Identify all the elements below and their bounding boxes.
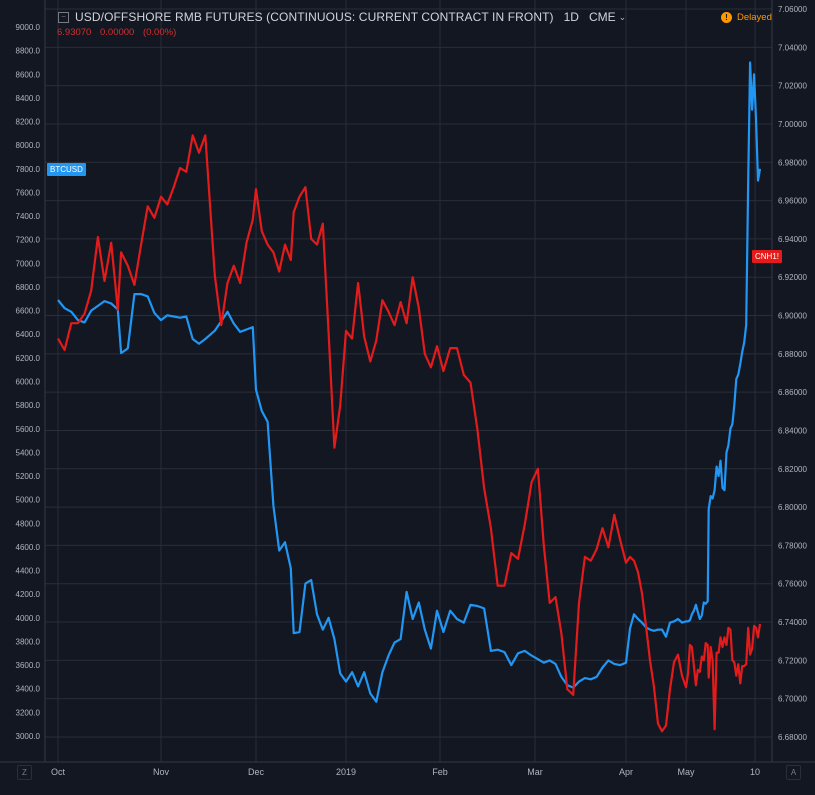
legend-change-pct: (0.00%): [142, 27, 177, 38]
series-layer: [57, 61, 762, 733]
right-tick-label: 6.88000: [778, 350, 807, 359]
chart-exchange[interactable]: CME: [588, 10, 616, 24]
left-tick-label: 5200.0: [16, 472, 41, 481]
right-tick-label: 6.96000: [778, 197, 807, 206]
minus-square-icon[interactable]: −: [58, 11, 69, 23]
left-tick-label: 5800.0: [16, 401, 41, 410]
left-tick-label: 7200.0: [16, 236, 41, 245]
legend-values: 6.93070 0.00000 (0.00%): [57, 27, 182, 38]
left-tick-label: 6200.0: [16, 354, 41, 363]
zoom-toggle-button[interactable]: Z: [17, 765, 32, 780]
time-axis[interactable]: Oct Nov Dec 2019 Feb Mar Apr May 10: [51, 767, 760, 777]
x-tick-label: 10: [750, 767, 760, 777]
right-tick-label: 7.00000: [778, 120, 807, 129]
left-tick-label: 7600.0: [16, 188, 41, 197]
clock-icon: !: [721, 12, 732, 23]
right-tick-label: 6.86000: [778, 388, 807, 397]
right-tick-label: 6.76000: [778, 580, 807, 589]
auto-scale-button[interactable]: A: [786, 765, 801, 780]
grid-lines: [45, 0, 772, 762]
x-tick-label: 2019: [336, 767, 356, 777]
left-tick-label: 5000.0: [16, 496, 41, 505]
x-tick-label: Oct: [51, 767, 66, 777]
x-tick-label: Apr: [619, 767, 633, 777]
legend-change: 0.00000: [99, 27, 135, 38]
left-tick-label: 3600.0: [16, 661, 41, 670]
right-tick-label: 7.02000: [778, 82, 807, 91]
left-tick-label: 6000.0: [16, 378, 41, 387]
x-tick-label: Dec: [248, 767, 265, 777]
x-tick-label: May: [677, 767, 695, 777]
btc-series-badge[interactable]: BTCUSD: [47, 163, 86, 176]
left-tick-label: 8000.0: [16, 141, 41, 150]
btcusd-series-line: [57, 61, 762, 703]
cnh-series-badge[interactable]: CNH1!: [752, 250, 783, 263]
left-tick-label: 7000.0: [16, 259, 41, 268]
left-tick-label: 8800.0: [16, 47, 41, 56]
chart-title: USD/OFFSHORE RMB FUTURES (CONTINUOUS: CU…: [75, 10, 554, 24]
right-tick-label: 6.82000: [778, 465, 807, 474]
left-tick-label: 4600.0: [16, 543, 41, 552]
left-tick-label: 8200.0: [16, 118, 41, 127]
right-tick-label: 6.84000: [778, 426, 807, 435]
right-tick-label: 7.04000: [778, 43, 807, 52]
left-tick-label: 9000.0: [16, 23, 41, 32]
right-tick-label: 6.98000: [778, 158, 807, 167]
left-tick-label: 6400.0: [16, 330, 41, 339]
delayed-status[interactable]: ! Delayed: [721, 12, 772, 23]
left-tick-label: 8600.0: [16, 70, 41, 79]
right-tick-label: 6.90000: [778, 312, 807, 321]
x-tick-label: Mar: [527, 767, 543, 777]
left-tick-label: 3000.0: [16, 732, 41, 741]
left-tick-label: 4800.0: [16, 519, 41, 528]
right-tick-label: 6.94000: [778, 235, 807, 244]
right-tick-label: 6.78000: [778, 541, 807, 550]
left-tick-label: 3800.0: [16, 637, 41, 646]
x-tick-label: Feb: [432, 767, 448, 777]
right-tick-label: 7.06000: [778, 5, 807, 14]
left-tick-label: 6600.0: [16, 307, 41, 316]
left-axis[interactable]: 9000.0 8800.0 8600.0 8400.0 8200.0 8000.0 7800…: [16, 23, 41, 741]
chevron-down-icon[interactable]: ⌄: [618, 11, 627, 22]
left-tick-label: 5600.0: [16, 425, 41, 434]
right-tick-label: 6.70000: [778, 695, 807, 704]
right-axis[interactable]: 7.06000 7.04000 7.02000 7.00000 6.98000 6.960…: [778, 5, 807, 742]
left-tick-label: 4200.0: [16, 590, 41, 599]
right-tick-label: 6.68000: [778, 733, 807, 742]
left-tick-label: 6800.0: [16, 283, 41, 292]
x-tick-label: Nov: [153, 767, 170, 777]
right-tick-label: 6.92000: [778, 273, 807, 282]
left-tick-label: 5400.0: [16, 448, 41, 457]
left-tick-label: 4400.0: [16, 567, 41, 576]
right-tick-label: 6.72000: [778, 656, 807, 665]
right-tick-label: 6.74000: [778, 618, 807, 627]
left-tick-label: 8400.0: [16, 94, 41, 103]
left-tick-label: 7800.0: [16, 165, 41, 174]
delayed-label: Delayed: [737, 12, 772, 23]
left-tick-label: 4000.0: [16, 614, 41, 623]
left-tick-label: 3200.0: [16, 708, 41, 717]
left-tick-label: 7400.0: [16, 212, 41, 221]
axis-borders: [0, 0, 815, 763]
chart-interval[interactable]: 1D: [563, 10, 579, 24]
right-tick-label: 6.80000: [778, 503, 807, 512]
left-tick-label: 3400.0: [16, 685, 41, 694]
legend-last-value: 6.93070: [57, 27, 92, 38]
cnh-series-line: [57, 134, 762, 733]
chart-header: − USD/OFFSHORE RMB FUTURES (CONTINUOUS: …: [58, 10, 626, 24]
